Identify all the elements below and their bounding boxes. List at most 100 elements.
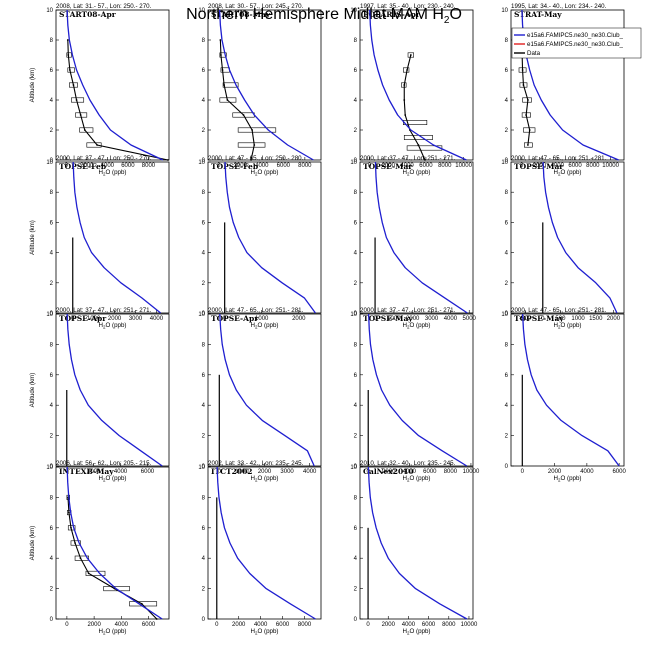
y-tick-label: 4 bbox=[50, 403, 54, 409]
x-tick-label: 6000 bbox=[419, 163, 433, 169]
y-tick-label: 2 bbox=[354, 587, 358, 593]
data-point bbox=[66, 39, 69, 41]
campaign-label: START08-May bbox=[211, 10, 271, 19]
x-tick-label: 2000 bbox=[80, 163, 94, 169]
campaign-label: TOPSE-Mar bbox=[363, 162, 413, 171]
x-axis-label: H2O (ppb) bbox=[251, 628, 279, 636]
x-axis-label: H2O (ppb) bbox=[99, 322, 127, 330]
data-range-box bbox=[219, 97, 237, 103]
y-tick-label: 0 bbox=[202, 311, 206, 317]
y-tick-label: 10 bbox=[501, 312, 508, 318]
data-point bbox=[68, 511, 70, 514]
y-tick-label: 6 bbox=[505, 68, 509, 74]
x-axis-label: H2O (ppb) bbox=[251, 475, 279, 483]
x-tick-label: 4000 bbox=[150, 316, 164, 322]
y-tick-label: 0 bbox=[354, 617, 358, 623]
x-tick-label: 10000 bbox=[455, 163, 472, 169]
x-tick-label: 0 bbox=[223, 316, 227, 322]
data-point bbox=[75, 99, 78, 101]
x-tick-label: 4000 bbox=[400, 163, 414, 169]
data-point bbox=[155, 618, 158, 620]
y-tick-label: 10 bbox=[198, 8, 205, 14]
data-point bbox=[83, 129, 86, 131]
campaign-label: TOPSE-Mar bbox=[514, 162, 564, 171]
y-tick-label: 0 bbox=[354, 464, 358, 470]
x-tick-label: 4000 bbox=[303, 469, 317, 475]
y-tick-label: 6 bbox=[202, 373, 206, 379]
y-tick-label: 8 bbox=[202, 495, 206, 501]
y-tick-label: 4 bbox=[354, 403, 358, 409]
y-tick-label: 10 bbox=[501, 160, 508, 166]
y-tick-label: 6 bbox=[354, 373, 358, 379]
x-tick-label: 4000 bbox=[114, 469, 128, 475]
data-point bbox=[226, 99, 229, 101]
x-tick-label: 1000 bbox=[255, 316, 269, 322]
data-point bbox=[219, 39, 222, 41]
plot-frame bbox=[359, 9, 474, 161]
y-tick-label: 10 bbox=[350, 8, 357, 14]
model-profile-line bbox=[66, 313, 163, 467]
x-tick-label: 2000 bbox=[87, 469, 101, 475]
data-point bbox=[79, 557, 82, 560]
data-range-box bbox=[403, 135, 433, 141]
x-axis-label: H2O (ppb) bbox=[403, 475, 431, 483]
data-point bbox=[251, 129, 254, 131]
x-tick-label: 2000 bbox=[108, 316, 122, 322]
x-tick-label: 6000 bbox=[142, 622, 156, 628]
panel-header: 2000, Lat: 47.- 65., Lon: 250.- 280. bbox=[208, 155, 304, 162]
y-tick-label: 2 bbox=[505, 434, 509, 440]
y-tick-label: 6 bbox=[50, 373, 54, 379]
y-tick-label: 2 bbox=[50, 434, 54, 440]
legend-label: e15a6.FAMIPC5.ne30_ne30.Club_ bbox=[527, 41, 624, 48]
y-tick-label: 2 bbox=[354, 128, 358, 134]
x-tick-label: 3000 bbox=[129, 316, 143, 322]
y-tick-label: 2 bbox=[505, 281, 509, 287]
y-tick-label: 4 bbox=[50, 251, 54, 257]
plot-frame bbox=[510, 161, 625, 314]
panel-header: 2000, Lat: 37.- 47., Lon: 251.- 271. bbox=[360, 155, 456, 162]
data-point bbox=[403, 84, 406, 86]
data-range-box bbox=[67, 67, 75, 73]
y-tick-label: 10 bbox=[350, 465, 357, 471]
x-tick-label: 0 bbox=[65, 622, 69, 628]
model-profile-line bbox=[72, 161, 162, 314]
y-tick-label: 4 bbox=[505, 251, 509, 257]
y-tick-label: 0 bbox=[202, 464, 206, 470]
panel-header: 2000, Lat: 37.- 47., Lon: 250.- 270. bbox=[56, 155, 152, 162]
plot-frame bbox=[359, 313, 474, 467]
panel-header: 1997, Lat: 35.- 40., Lon: 230.- 240. bbox=[360, 3, 456, 10]
data-point bbox=[220, 54, 222, 56]
y-tick-label: 2 bbox=[202, 128, 206, 134]
campaign-label: POLARIS-Apr bbox=[363, 10, 421, 19]
data-profile-line bbox=[67, 39, 169, 161]
y-tick-label: 6 bbox=[354, 220, 358, 226]
y-tick-label: 6 bbox=[505, 373, 509, 379]
model-profile-line bbox=[66, 466, 163, 620]
x-tick-label: 6000 bbox=[277, 163, 291, 169]
x-axis-label: H2O (ppb) bbox=[554, 322, 582, 330]
plot-frame bbox=[510, 9, 625, 161]
y-tick-label: 0 bbox=[354, 158, 358, 164]
x-tick-label: 8000 bbox=[444, 469, 458, 475]
model-profile-line bbox=[219, 313, 315, 467]
legend-box bbox=[511, 27, 642, 59]
x-tick-label: 6000 bbox=[276, 622, 290, 628]
data-point bbox=[96, 144, 98, 146]
y-tick-label: 4 bbox=[50, 98, 54, 104]
y-tick-label: 6 bbox=[354, 68, 358, 74]
data-point bbox=[87, 572, 90, 575]
x-tick-label: 6000 bbox=[422, 622, 436, 628]
x-tick-label: 6000 bbox=[121, 163, 135, 169]
data-range-box bbox=[237, 142, 266, 148]
x-tick-label: 2000 bbox=[232, 622, 246, 628]
x-tick-label: 2000 bbox=[234, 163, 248, 169]
x-tick-label: 0 bbox=[366, 622, 370, 628]
x-tick-label: 6000 bbox=[141, 469, 155, 475]
y-axis-label: Altitude (km) bbox=[29, 68, 36, 103]
x-tick-label: 4000 bbox=[101, 163, 115, 169]
y-tick-label: 2 bbox=[354, 434, 358, 440]
y-tick-label: 4 bbox=[354, 251, 358, 257]
